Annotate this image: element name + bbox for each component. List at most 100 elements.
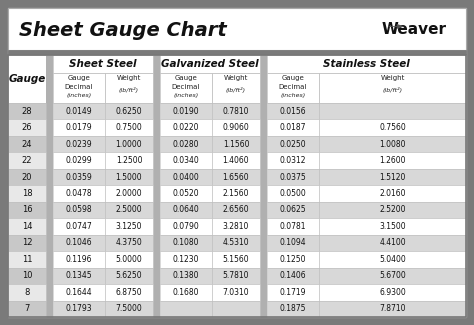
Bar: [267, 185, 319, 202]
Text: 0.0790: 0.0790: [173, 222, 200, 231]
Bar: [105, 120, 153, 136]
Text: 0.1875: 0.1875: [280, 304, 306, 313]
Bar: [319, 301, 466, 317]
Text: (lb/ft²): (lb/ft²): [119, 87, 139, 93]
Text: 0.7560: 0.7560: [379, 123, 406, 132]
Bar: [53, 152, 105, 169]
Text: 2.0000: 2.0000: [116, 189, 142, 198]
Text: 1.1560: 1.1560: [223, 140, 249, 149]
Text: 7.8710: 7.8710: [379, 304, 406, 313]
Text: 1.5120: 1.5120: [379, 173, 406, 182]
Text: 16: 16: [22, 205, 32, 214]
Bar: [160, 55, 260, 73]
Bar: [319, 235, 466, 251]
Text: (inches): (inches): [173, 93, 199, 97]
Bar: [105, 185, 153, 202]
Text: 0.7500: 0.7500: [116, 123, 142, 132]
Bar: [267, 152, 319, 169]
Text: 3.1250: 3.1250: [116, 222, 142, 231]
Bar: [105, 103, 153, 120]
Text: 6.9300: 6.9300: [379, 288, 406, 297]
Bar: [160, 284, 212, 301]
Text: 0.0149: 0.0149: [66, 107, 92, 116]
Bar: [105, 73, 153, 103]
Bar: [212, 235, 260, 251]
Bar: [212, 152, 260, 169]
Bar: [212, 218, 260, 235]
Text: 7: 7: [24, 304, 30, 313]
Text: 0.0156: 0.0156: [280, 107, 306, 116]
Bar: [267, 267, 319, 284]
Text: 1.0080: 1.0080: [379, 140, 406, 149]
Bar: [53, 218, 105, 235]
Bar: [212, 301, 260, 317]
Text: 14: 14: [22, 222, 32, 231]
Bar: [53, 301, 105, 317]
Text: 0.0640: 0.0640: [173, 205, 200, 214]
Bar: [8, 103, 46, 120]
Text: 5.6700: 5.6700: [379, 271, 406, 280]
Text: 1.5000: 1.5000: [116, 173, 142, 182]
Bar: [212, 73, 260, 103]
Text: 3.1500: 3.1500: [379, 222, 406, 231]
Bar: [8, 185, 46, 202]
Text: Gauge: Gauge: [282, 75, 304, 81]
Bar: [267, 301, 319, 317]
Text: —►: —►: [387, 20, 405, 30]
Bar: [8, 284, 46, 301]
Bar: [160, 103, 212, 120]
Bar: [267, 55, 466, 73]
Bar: [8, 120, 46, 136]
Bar: [53, 169, 105, 185]
Bar: [160, 202, 212, 218]
Bar: [267, 169, 319, 185]
Text: 22: 22: [22, 156, 32, 165]
Text: 26: 26: [22, 123, 32, 132]
Bar: [267, 218, 319, 235]
Text: 0.0500: 0.0500: [280, 189, 306, 198]
Text: 0.0220: 0.0220: [173, 123, 199, 132]
Bar: [53, 251, 105, 267]
Bar: [8, 235, 46, 251]
Text: 0.1080: 0.1080: [173, 239, 199, 247]
Bar: [260, 55, 267, 317]
Text: 6.8750: 6.8750: [116, 288, 142, 297]
Text: 0.0625: 0.0625: [280, 205, 306, 214]
Bar: [267, 235, 319, 251]
Text: 5.1560: 5.1560: [223, 255, 249, 264]
Bar: [212, 169, 260, 185]
Text: 12: 12: [22, 239, 32, 247]
Bar: [319, 73, 466, 103]
Bar: [8, 251, 46, 267]
Text: 0.6250: 0.6250: [116, 107, 142, 116]
Text: 5.6250: 5.6250: [116, 271, 142, 280]
Text: 0.7810: 0.7810: [223, 107, 249, 116]
Bar: [212, 284, 260, 301]
Text: 4.5310: 4.5310: [223, 239, 249, 247]
Text: 0.0179: 0.0179: [66, 123, 92, 132]
Bar: [8, 169, 46, 185]
Bar: [267, 136, 319, 152]
Bar: [8, 152, 46, 169]
Bar: [160, 301, 212, 317]
Bar: [53, 235, 105, 251]
Text: 1.6560: 1.6560: [223, 173, 249, 182]
Bar: [53, 202, 105, 218]
Bar: [160, 120, 212, 136]
Bar: [46, 55, 53, 317]
Bar: [267, 202, 319, 218]
Bar: [105, 251, 153, 267]
Text: 0.0598: 0.0598: [66, 205, 92, 214]
Bar: [267, 120, 319, 136]
Text: 24: 24: [22, 140, 32, 149]
Text: 2.5200: 2.5200: [379, 205, 406, 214]
Bar: [53, 284, 105, 301]
Bar: [105, 152, 153, 169]
Text: 2.6560: 2.6560: [223, 205, 249, 214]
Text: 5.7810: 5.7810: [223, 271, 249, 280]
Bar: [212, 267, 260, 284]
Bar: [212, 103, 260, 120]
Bar: [267, 284, 319, 301]
Bar: [319, 267, 466, 284]
Text: 0.1644: 0.1644: [66, 288, 92, 297]
